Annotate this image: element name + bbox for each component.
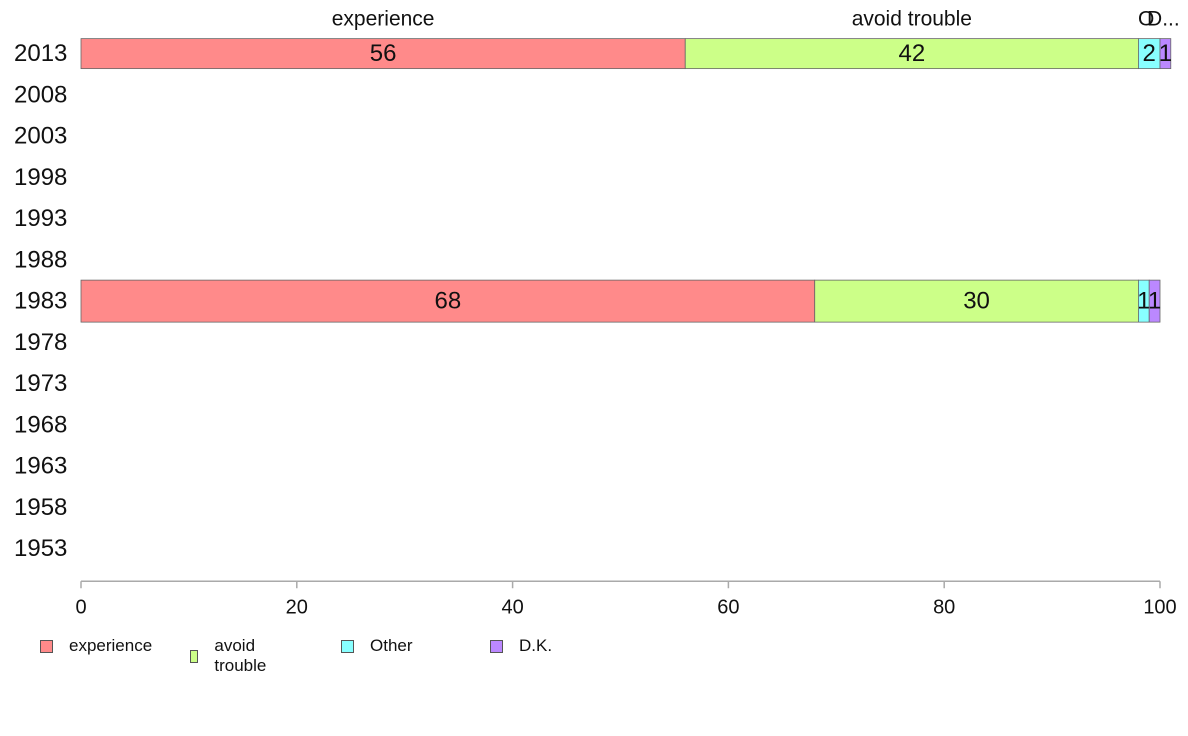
data-label: 2 [1143,40,1156,67]
y-tick-label: 2013 [14,40,67,67]
y-tick-label: 1993 [14,205,67,232]
x-tick-label: 80 [933,596,955,618]
segment-top-label: O [1138,8,1154,31]
data-label: 30 [963,288,990,315]
bar-segment [80,38,686,70]
segment-top-label: experience [332,8,435,31]
data-label: 68 [435,288,462,315]
x-tick-label: 60 [717,596,739,618]
legend-label: D.K. [519,636,553,655]
data-label: 1 [1137,288,1150,315]
segment-top-label: D... [1147,8,1180,31]
legend-label: avoid trouble [214,636,267,675]
bar-segment [684,38,1139,70]
y-tick-label: 1963 [14,453,67,480]
bar-segment [80,279,816,323]
legend-item-avoid-trouble: avoid trouble [190,636,271,676]
legend-item-other: Other [341,636,413,656]
bar-segment [1159,38,1172,70]
data-label: 42 [898,40,925,67]
y-tick-label: 2003 [14,123,67,150]
y-tick-label: 1988 [14,246,67,273]
legend-item-dk: D.K. [490,636,552,656]
legend-swatch-experience [40,639,53,653]
y-tick-label: 2008 [14,81,67,108]
legend-label: Other [370,636,413,655]
y-tick-label: 1998 [14,164,67,191]
y-tick-label: 1953 [14,535,67,562]
legend-swatch-other [341,639,354,653]
segment-top-label: avoid trouble [852,8,972,31]
x-tick-label: 20 [286,596,308,618]
legend-swatch-dk [490,639,503,653]
data-label: 1 [1148,288,1161,315]
y-tick-label: 1978 [14,329,67,356]
x-tick-label: 100 [1143,596,1176,618]
x-tick-label: 40 [501,596,523,618]
y-tick-label: 1983 [14,288,67,315]
bar-segment [1148,279,1161,323]
legend-swatch-avoid-trouble [190,649,199,663]
x-tick-label: 0 [75,596,86,618]
data-label: 56 [370,40,397,67]
bar-segment [814,279,1139,323]
data-label: 1 [1159,40,1172,67]
y-tick-label: 1968 [14,411,67,438]
legend-item-experience: experience [40,636,152,656]
y-tick-label: 1958 [14,494,67,521]
y-tick-label: 1973 [14,370,67,397]
legend-label: experience [69,636,153,655]
